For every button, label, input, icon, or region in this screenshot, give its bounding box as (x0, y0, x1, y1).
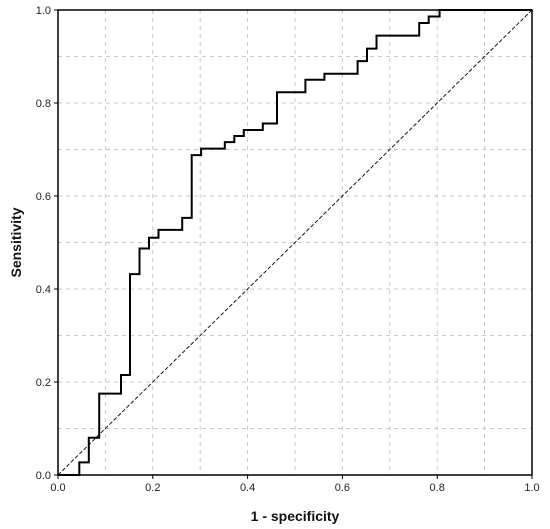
x-tick-label: 0.2 (145, 482, 160, 494)
x-tick-label: 0.8 (430, 482, 445, 494)
y-axis-ticks: 0.0 0.2 0.4 0.6 0.8 1.0 (36, 5, 58, 482)
y-tick-label: 1.0 (36, 5, 51, 17)
plot-area-frame (57, 9, 533, 476)
x-tick-label: 0.4 (240, 482, 255, 494)
x-axis-title: 1 - specificity (251, 508, 340, 524)
y-axis-title: Sensitivity (8, 207, 24, 277)
y-tick-label: 0.0 (36, 470, 51, 482)
x-tick-label: 0.6 (335, 482, 350, 494)
x-tick-label: 0.0 (50, 482, 65, 494)
x-axis-ticks: 0.0 0.2 0.4 0.6 0.8 1.0 (50, 475, 540, 494)
y-tick-label: 0.4 (36, 284, 51, 296)
roc-curve-series (58, 9, 532, 476)
y-tick-label: 0.2 (36, 377, 51, 389)
x-tick-label: 1.0 (524, 482, 539, 494)
y-tick-label: 0.6 (36, 191, 51, 203)
grid-lines (58, 10, 532, 475)
reference-diagonal-line (57, 9, 533, 476)
y-tick-label: 0.8 (36, 98, 51, 110)
